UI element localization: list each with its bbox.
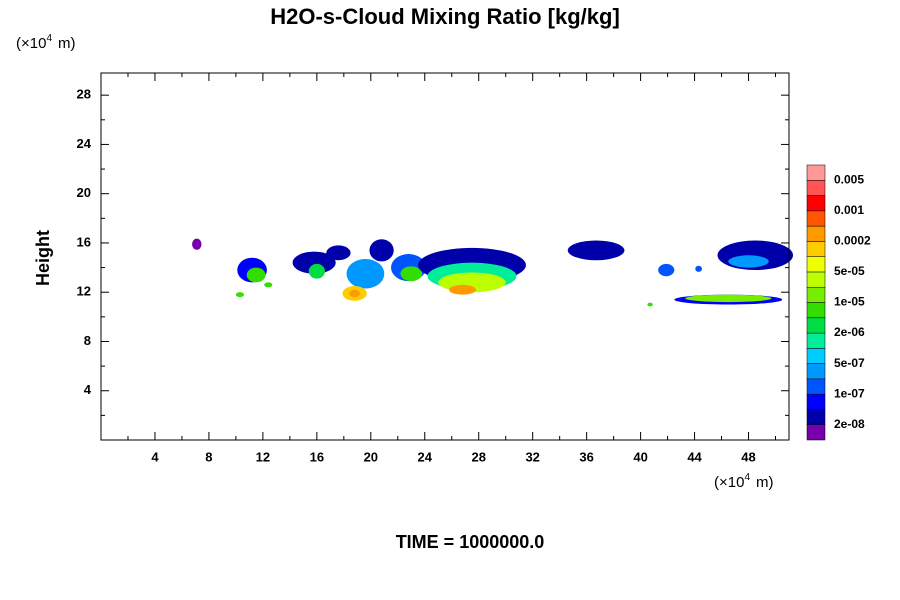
y-tick-label: 12 — [77, 284, 91, 299]
cloud-region — [246, 267, 266, 283]
colorbar-box — [806, 348, 826, 364]
unit-suffix: m) — [756, 474, 774, 491]
y-tick-label: 4 — [84, 382, 92, 397]
colorbar-label: 0.001 — [834, 203, 864, 217]
colorbar-box — [806, 271, 826, 288]
y-tick-label: 28 — [77, 87, 91, 102]
cloud-region — [192, 238, 202, 250]
unit-base: (×10 — [714, 474, 744, 491]
cloud-region — [369, 239, 394, 262]
cloud-region — [728, 255, 769, 268]
x-tick-label: 32 — [525, 449, 539, 464]
colorbar-box — [806, 225, 826, 242]
cloud-region — [695, 265, 702, 272]
cloud-region — [685, 294, 772, 303]
colorbar-box — [806, 180, 826, 196]
cloud-region — [400, 266, 423, 282]
colorbar-box — [806, 195, 826, 212]
x-tick-label: 8 — [205, 449, 212, 464]
y-tick-label: 8 — [84, 333, 91, 348]
cloud-region — [264, 282, 273, 288]
chart-title: H2O-s-Cloud Mixing Ratio [kg/kg] — [270, 4, 620, 29]
colorbar-box — [806, 393, 826, 410]
cloud-region — [292, 251, 336, 274]
x-tick-label: 24 — [418, 449, 433, 464]
unit-exponent: 4 — [744, 472, 750, 483]
x-tick-label: 4 — [151, 449, 159, 464]
cloud-region — [308, 263, 325, 279]
colorbar-label: 0.005 — [834, 172, 864, 186]
colorbar-label: 5e-05 — [834, 264, 865, 278]
unit-exponent: 4 — [46, 33, 52, 44]
colorbar-box — [806, 302, 826, 319]
unit-base: (×10 — [16, 35, 46, 52]
footer: TIME = 1000000.0 — [396, 532, 545, 552]
colorbar-box — [806, 256, 826, 273]
colorbar-label: 1e-07 — [834, 386, 865, 400]
colorbar-label: 5e-07 — [834, 356, 865, 370]
x-tick-label: 36 — [579, 449, 593, 464]
y-tick-label: 20 — [77, 185, 91, 200]
y-axis-label: Height — [33, 230, 53, 286]
colorbar-box — [806, 332, 826, 349]
y-unit: (×104 m) — [16, 33, 76, 52]
colorbar-box — [806, 378, 826, 395]
cloud-region — [346, 258, 385, 289]
cloud-region — [658, 263, 675, 277]
x-tick-label: 20 — [364, 449, 378, 464]
colorbar-box — [806, 210, 826, 227]
x-tick-label: 40 — [633, 449, 647, 464]
y-tick-label: 24 — [77, 136, 92, 151]
cloud-region — [349, 289, 361, 298]
colorbar-box — [806, 317, 826, 334]
colorbar-box — [806, 164, 826, 181]
colorbar-label: 0.0002 — [834, 234, 871, 248]
unit-suffix: m) — [58, 35, 76, 52]
x-unit: (×104 m) — [714, 472, 774, 491]
colorbar-box — [806, 241, 826, 257]
cloud-region — [326, 245, 351, 261]
x-tick-label: 44 — [687, 449, 702, 464]
plot-frame — [100, 72, 790, 441]
x-tick-label: 12 — [256, 449, 270, 464]
colorbar-label: 1e-05 — [834, 295, 865, 309]
cloud-region — [647, 302, 653, 307]
x-tick-label: 16 — [310, 449, 324, 464]
colorbar-box — [806, 409, 826, 425]
colorbar-label: 2e-06 — [834, 325, 865, 339]
colorbar-label: 2e-08 — [834, 417, 865, 431]
x-tick-label: 28 — [471, 449, 485, 464]
x-tick-label: 48 — [741, 449, 755, 464]
cloud-region — [567, 240, 625, 261]
colorbar-box — [806, 424, 826, 441]
cloud-region — [449, 284, 477, 295]
colorbar-box — [806, 363, 826, 380]
cloud-region — [235, 292, 244, 298]
colorbar-box — [806, 286, 826, 303]
y-tick-label: 16 — [77, 234, 91, 249]
